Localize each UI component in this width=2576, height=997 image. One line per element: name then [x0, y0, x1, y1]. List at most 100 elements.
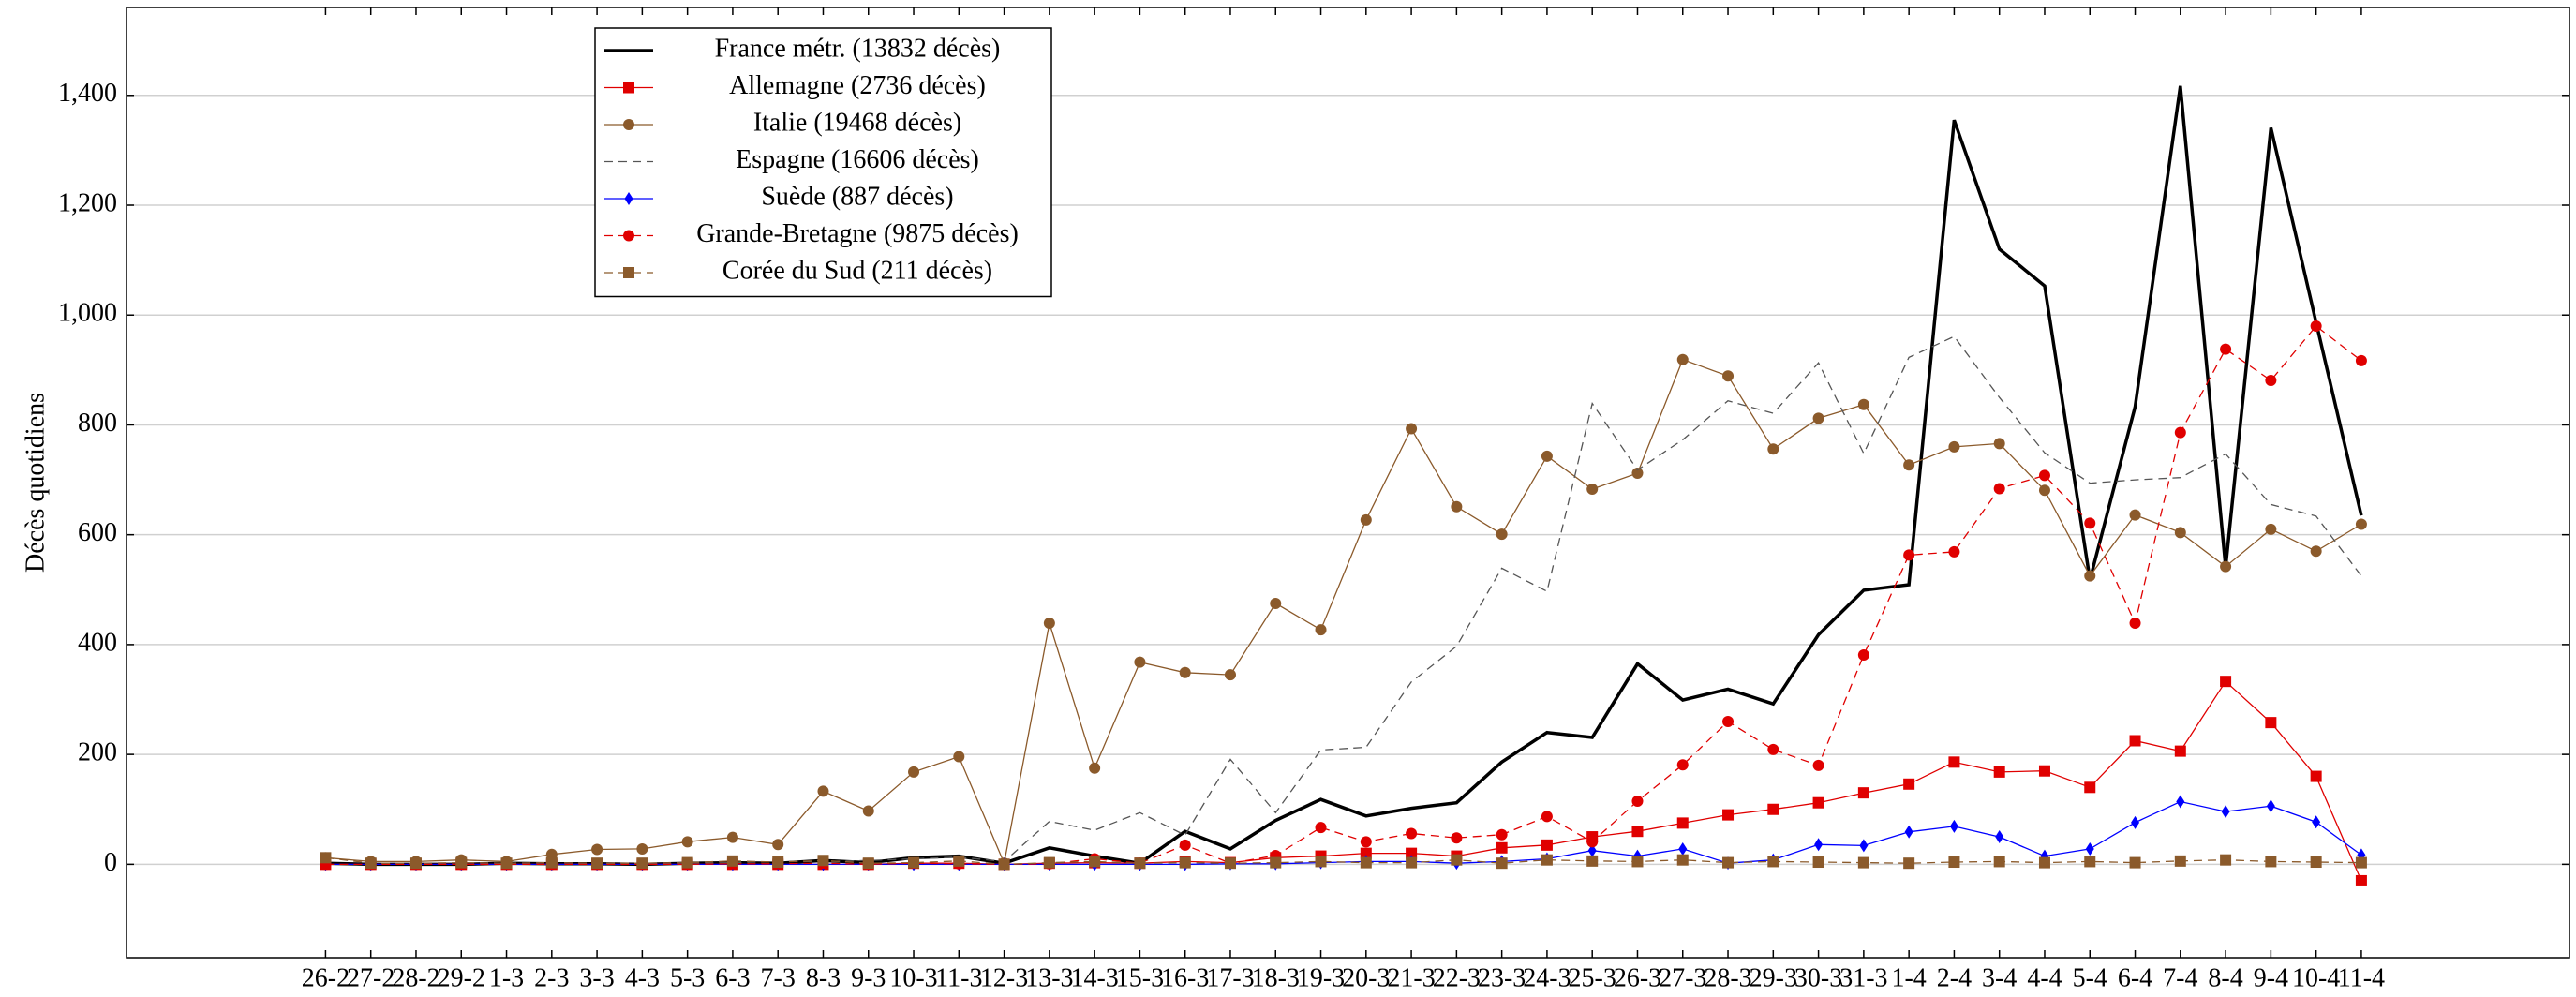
x-tick-label: 23-3: [1478, 963, 1526, 992]
x-tick-label: 29-2: [438, 963, 485, 992]
x-tick-label: 10-3: [889, 963, 937, 992]
x-tick-label: 4-3: [625, 963, 660, 992]
x-tick-label: 6-3: [715, 963, 750, 992]
data-point: [1586, 836, 1599, 848]
legend-label: Corée du Sud (211 décès): [722, 256, 992, 285]
data-point: [1089, 762, 1101, 774]
x-tick-label: 24-3: [1523, 963, 1571, 992]
data-point: [1360, 847, 1372, 859]
data-point: [1496, 857, 1508, 870]
data-point: [1496, 528, 1508, 541]
legend-box: [594, 27, 1052, 298]
data-point: [1722, 809, 1735, 821]
data-point: [1406, 847, 1418, 859]
data-point: [1767, 743, 1779, 755]
data-point: [2310, 856, 2322, 869]
legend-label: Italie (19468 décès): [753, 108, 961, 137]
data-point: [2084, 856, 2096, 868]
data-point: [953, 855, 965, 867]
data-point: [1587, 843, 1597, 857]
data-point: [2265, 717, 2277, 729]
data-point: [1722, 370, 1735, 382]
x-tick-label: 12-3: [980, 963, 1028, 992]
data-point: [2174, 527, 2186, 539]
data-point: [726, 855, 738, 867]
data-point: [1767, 803, 1779, 815]
data-point: [772, 856, 784, 869]
data-point: [2220, 854, 2232, 866]
x-tick-label: 21-3: [1387, 963, 1435, 992]
data-point: [1812, 856, 1824, 869]
series: [320, 353, 2367, 870]
x-tick-label: 8-4: [2208, 963, 2242, 992]
x-tick-label: 17-3: [1206, 963, 1254, 992]
data-point: [1993, 438, 2005, 450]
series-line: [325, 680, 2362, 882]
data-point: [1859, 839, 1869, 853]
data-point: [1767, 856, 1779, 868]
x-tick-label: 9-3: [851, 963, 886, 992]
data-point: [1995, 830, 2004, 844]
x-tick-label: 16-3: [1161, 963, 1209, 992]
data-point: [1904, 825, 1913, 839]
x-tick-label: 27-2: [347, 963, 395, 992]
data-point: [1179, 856, 1191, 869]
data-point: [1631, 856, 1644, 868]
data-point: [1722, 715, 1735, 727]
data-point: [636, 857, 648, 870]
data-point: [2174, 855, 2186, 867]
x-tick-label: 30-3: [1794, 963, 1842, 992]
data-point: [862, 857, 874, 870]
y-tick-label: 800: [78, 409, 117, 438]
series-line: [325, 335, 2362, 866]
data-point: [908, 766, 920, 778]
data-point: [1676, 817, 1689, 829]
data-point: [409, 857, 422, 870]
data-point: [1948, 545, 1960, 558]
data-point: [1043, 618, 1055, 630]
data-point: [1903, 778, 1915, 790]
data-point: [1857, 787, 1869, 799]
data-point: [726, 831, 738, 843]
series: [320, 320, 2367, 871]
data-point: [1179, 666, 1191, 678]
data-point: [1631, 795, 1644, 807]
data-point: [1857, 856, 1869, 869]
y-tick-label: 1,400: [58, 79, 117, 108]
data-point: [455, 856, 468, 869]
legend-marker: [623, 119, 634, 130]
data-point: [1676, 353, 1689, 365]
x-tick-label: 29-3: [1750, 963, 1797, 992]
series-line: [325, 358, 2362, 866]
legend-marker: [623, 230, 634, 242]
data-point: [2129, 735, 2141, 747]
data-point: [1586, 484, 1599, 496]
data-point: [1496, 828, 1508, 841]
data-point: [1678, 841, 1688, 856]
x-tick-label: 10-4: [2292, 963, 2340, 992]
data-point: [2312, 815, 2321, 829]
data-point: [2355, 354, 2367, 366]
x-tick-label: 28-2: [392, 963, 439, 992]
x-tick-label: 27-3: [1659, 963, 1706, 992]
legend-label: France métr. (13832 décès): [715, 34, 1001, 63]
data-point: [2129, 618, 2141, 630]
data-point: [2084, 781, 2096, 794]
x-tick-label: 3-3: [579, 963, 614, 992]
x-tick-label: 11-4: [2338, 963, 2385, 992]
data-point: [500, 857, 513, 870]
data-point: [1406, 856, 1418, 869]
x-tick-label: 9-4: [2254, 963, 2288, 992]
x-tick-label: 5-3: [670, 963, 705, 992]
series: [320, 852, 2367, 871]
y-tick-label: 1,000: [58, 299, 117, 328]
data-point: [1496, 841, 1508, 854]
data-point: [1722, 856, 1735, 869]
x-tick-label: 2-4: [1937, 963, 1972, 992]
data-point: [2220, 560, 2232, 573]
data-point: [1586, 855, 1599, 867]
y-tick-label: 1,200: [58, 188, 117, 217]
legend-label: Grande-Bretagne (9875 décès): [696, 219, 1019, 248]
data-point: [772, 839, 784, 851]
x-tick-label: 26-2: [302, 963, 350, 992]
